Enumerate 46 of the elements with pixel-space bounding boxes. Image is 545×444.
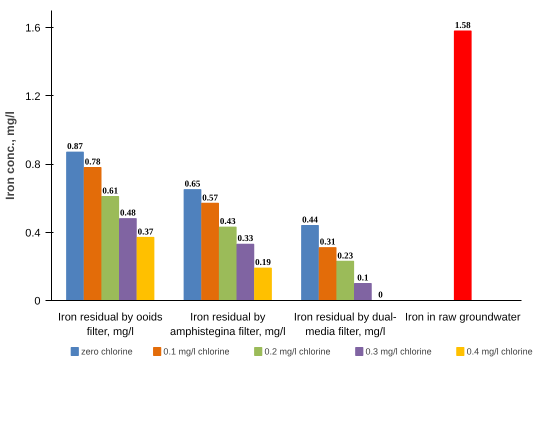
y-tick-label: 1.2 [25,90,41,103]
y-tick-label: 0.4 [25,227,41,240]
x-tick-label: Iron residual by dual-media filter, mg/l [294,312,397,338]
bar [84,166,102,300]
bar [454,30,472,300]
data-label: 0.43 [220,216,236,226]
y-tick-label: 1.6 [25,22,41,35]
data-label: 0.57 [202,192,218,202]
legend-label: 0.4 mg/l chlorine [466,346,533,356]
x-tick-label: Iron in raw groundwater [404,312,521,324]
data-label: 0.87 [67,141,84,152]
data-label: 0.65 [184,178,201,189]
y-tick-label: 0 [34,296,41,308]
bar [119,218,137,300]
data-label: 0.23 [337,250,354,260]
bar [218,226,237,300]
data-label: 0.37 [138,226,154,236]
bar [184,189,202,300]
x-tick-label: Iron residual by ooids filter, mg/l [58,312,164,338]
bar [201,202,219,300]
bar [236,244,254,300]
data-label: 0.78 [84,156,101,166]
y-axis-title: Iron conc., mg/l [3,111,18,200]
bar [301,224,319,300]
data-label: 0.48 [120,208,136,218]
bar [101,196,120,300]
bar [318,247,336,300]
data-label: 1.58 [454,20,472,30]
y-tick-label: 0.8 [25,159,41,172]
bar [336,260,354,300]
data-label: 0.44 [302,214,318,224]
data-label: 0.61 [102,185,119,196]
legend-label: 0.3 mg/l chlorine [366,346,432,356]
bar [354,282,372,300]
data-label: 0.1 [357,272,369,282]
x-tick-label: Iron residual by amphistegina filter, mg/l [170,312,286,338]
data-label: 0.19 [255,257,272,268]
bar [254,268,272,300]
bar [66,152,84,300]
data-label: 0.31 [320,236,336,247]
data-label: 0.33 [238,233,254,244]
legend-label: 0.2 mg/l chlorine [264,346,331,356]
legend-label: 0.1 mg/l chlorine [163,346,230,356]
data-label: 0 [378,290,384,300]
legend-label: zero chlorine [81,346,133,356]
bar [136,236,154,300]
